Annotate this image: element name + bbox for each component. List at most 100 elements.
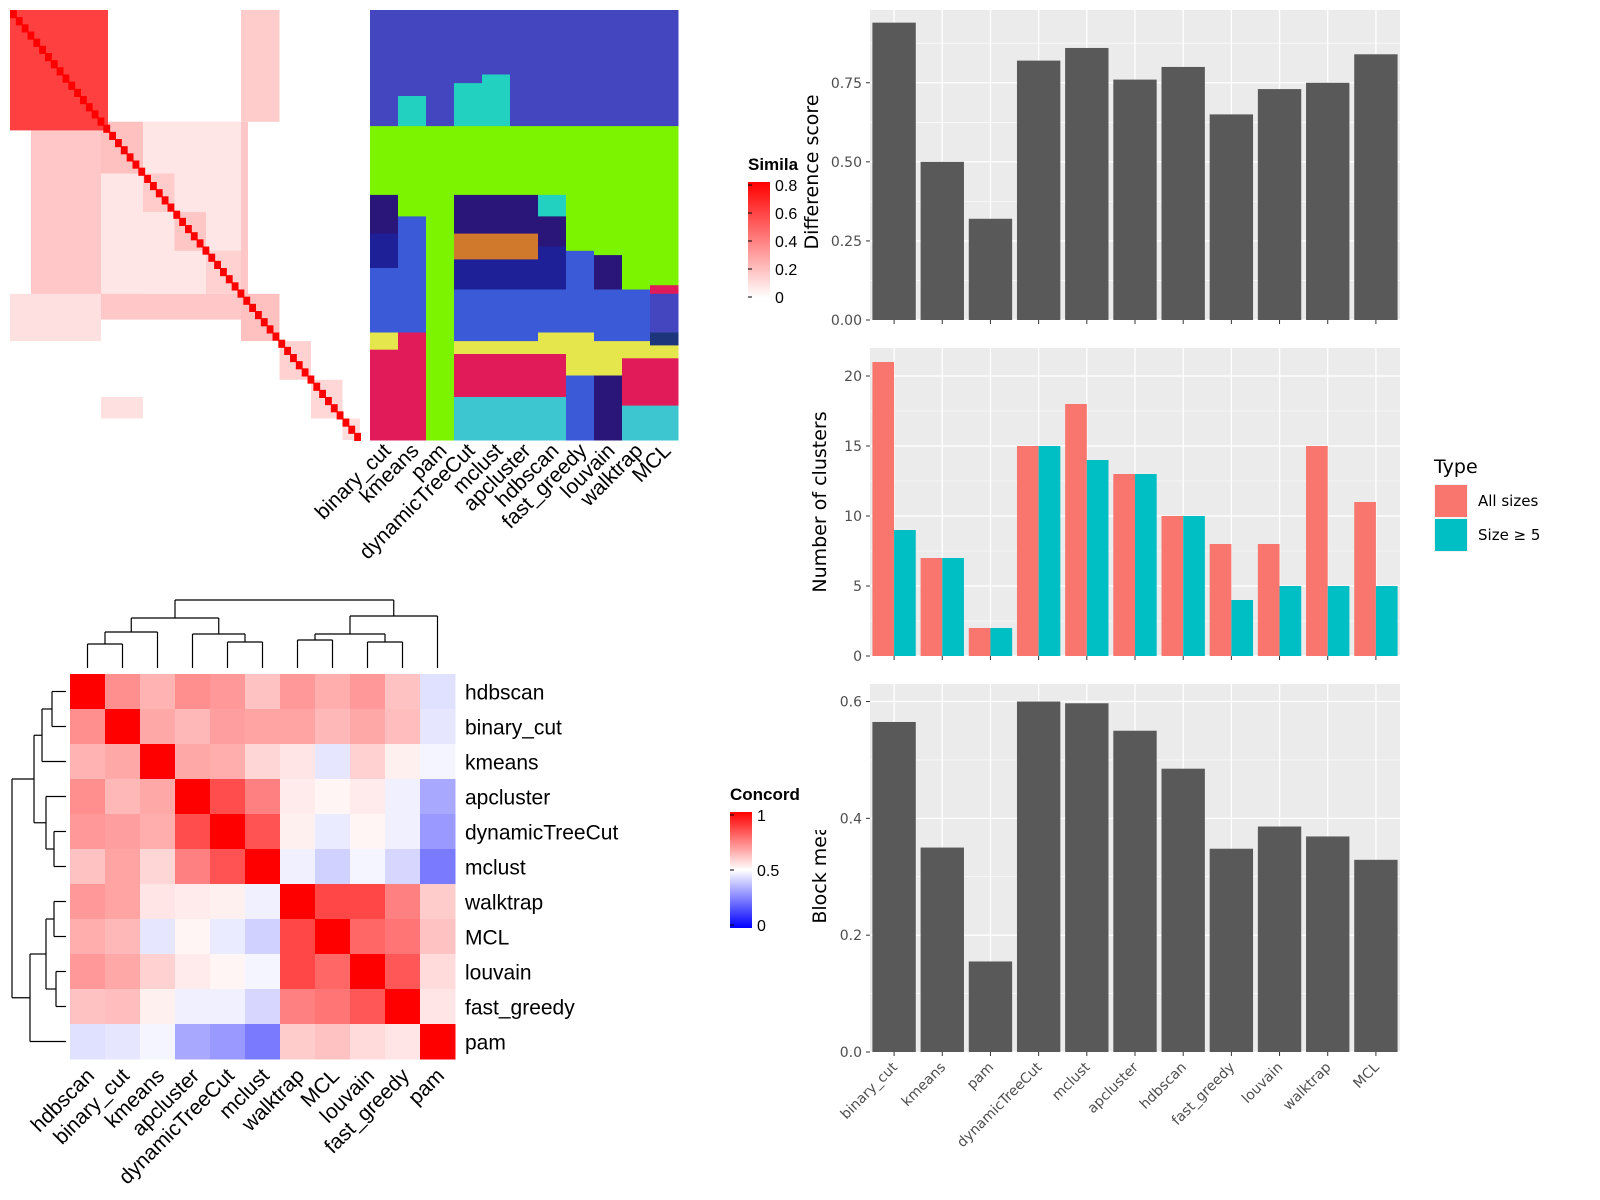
cluster-band	[622, 126, 651, 290]
concordance-cell	[70, 954, 106, 990]
concordance-cell	[175, 709, 211, 745]
similarity-diagonal-cell	[155, 189, 163, 198]
concordance-row-label: mclust	[465, 857, 526, 880]
cluster-band	[566, 126, 595, 252]
concordance-cell	[70, 1024, 106, 1060]
concordance-cell	[210, 744, 246, 780]
similarity-diagonal-cell	[21, 24, 29, 33]
concordance-cell	[315, 1024, 351, 1060]
concordance-cell	[315, 884, 351, 920]
similarity-heatmap	[10, 10, 370, 450]
similarity-diagonal-cell	[220, 268, 227, 277]
difference-score-axis-title: Difference score	[801, 94, 823, 249]
cluster-band	[454, 10, 483, 84]
cluster-band	[454, 126, 483, 196]
concordance-cell	[245, 919, 281, 955]
similarity-diagonal-cell	[68, 81, 76, 90]
similarity-diagonal-cell	[185, 225, 192, 234]
concordance-cell	[315, 954, 351, 990]
concordance-cell	[175, 674, 211, 710]
concordance-row-label: kmeans	[465, 752, 539, 775]
concordance-cell	[245, 954, 281, 990]
x-tick-label: dynamicTreeCut	[954, 1059, 1046, 1151]
concordance-cell	[140, 989, 176, 1025]
concordance-heatmap	[70, 674, 456, 1060]
cluster-band	[482, 354, 511, 398]
concordance-cell	[315, 814, 351, 850]
concordance-cell	[420, 779, 456, 815]
bar-all-sizes	[872, 362, 895, 656]
concordance-cell	[105, 1024, 141, 1060]
concordance-cell	[420, 744, 456, 780]
similarity-diagonal-cell	[214, 260, 221, 269]
similarity-diagonal-cell	[202, 246, 210, 255]
cluster-band	[482, 126, 511, 196]
bar-size-ge5	[1038, 446, 1061, 656]
bar	[872, 22, 916, 320]
similarity-diagonal-cell	[15, 17, 23, 26]
concordance-cell	[385, 954, 421, 990]
cluster-band	[454, 83, 483, 127]
y-tick-label: 0.6	[840, 695, 862, 711]
similarity-diagonal-cell	[109, 131, 116, 140]
cluster-band	[538, 354, 567, 398]
concordance-cell	[210, 884, 246, 920]
concordance-cell	[385, 744, 421, 780]
bar-size-ge5	[1375, 586, 1398, 656]
concordance-cell	[105, 849, 141, 885]
cluster-band	[650, 293, 679, 333]
cluster-band	[594, 289, 623, 342]
concordance-cell	[315, 709, 351, 745]
bar-all-sizes	[1065, 404, 1087, 656]
concordance-cell	[420, 919, 456, 955]
concordance-cell	[70, 849, 106, 885]
cluster-band	[398, 332, 427, 441]
concordance-row-label: fast_greedy	[465, 997, 575, 1020]
concordance-cell	[105, 954, 141, 990]
cluster-band	[622, 341, 651, 359]
similarity-diagonal-cell	[39, 45, 46, 54]
similarity-diagonal-cell	[10, 10, 17, 19]
similarity-diagonal-cell	[27, 31, 35, 40]
concordance-cell	[350, 709, 386, 745]
concordance-cell	[140, 884, 176, 920]
cluster-band	[398, 96, 427, 127]
cluster-band	[594, 341, 623, 376]
concordance-cell	[175, 919, 211, 955]
concordance-legend-tick: 0.5	[757, 863, 779, 880]
concordance-cell	[350, 849, 386, 885]
cluster-band	[482, 194, 511, 235]
bar-all-sizes	[1209, 544, 1232, 656]
similarity-legend-tick: 0.2	[775, 262, 797, 279]
y-tick-label: 0	[853, 649, 862, 665]
concordance-cell	[385, 1024, 421, 1060]
concordance-legend-tick: 1	[757, 808, 766, 825]
concordance-cell	[280, 849, 316, 885]
similarity-legend-tick: 0.8	[775, 178, 797, 195]
concordance-cell	[420, 849, 456, 885]
similarity-diagonal-cell	[91, 110, 99, 119]
similarity-diagonal-cell	[167, 203, 175, 212]
concordance-cell	[105, 674, 141, 710]
cluster-band	[594, 375, 623, 441]
type-legend-label: All sizes	[1478, 492, 1538, 510]
concordance-cell	[140, 744, 176, 780]
similarity-diagonal-cell	[266, 325, 274, 334]
cluster-band	[650, 332, 679, 346]
similarity-diagonal-cell	[126, 153, 134, 162]
cluster-band	[482, 74, 511, 127]
y-tick-label: 5	[853, 579, 862, 595]
concordance-cell	[280, 884, 316, 920]
concordance-cell	[315, 744, 351, 780]
concordance-cell	[315, 849, 351, 885]
bar	[968, 961, 1013, 1052]
y-tick-label: 0.00	[831, 313, 862, 329]
concordance-cell	[175, 954, 211, 990]
cluster-band	[510, 341, 539, 355]
similarity-diagonal-cell	[208, 253, 216, 262]
concordance-cell	[105, 919, 141, 955]
concordance-cell	[280, 744, 316, 780]
concordance-legend-title: Concord	[730, 785, 800, 804]
